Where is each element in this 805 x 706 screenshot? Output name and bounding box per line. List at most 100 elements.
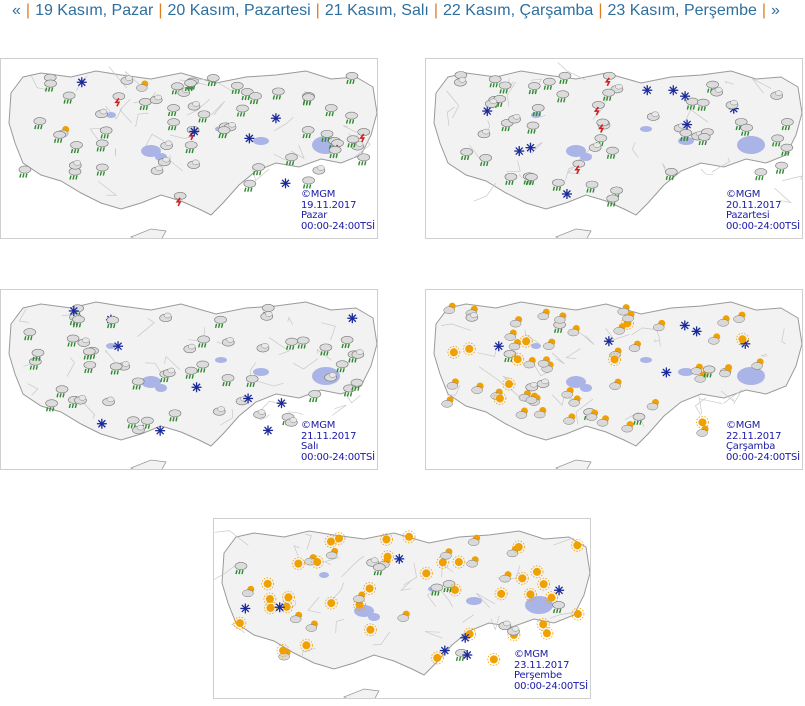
rain-icon [221, 374, 235, 387]
partly-cloudy-icon [441, 396, 454, 408]
snow-icon [243, 393, 254, 404]
separator: | [315, 2, 320, 19]
lake [580, 384, 592, 392]
province-border [565, 348, 581, 360]
province-border [436, 585, 454, 608]
sunny-icon [332, 532, 346, 545]
day-link-21[interactable]: 21 Kasım, Salı [324, 2, 429, 19]
partly-cloudy-icon [690, 363, 703, 375]
snow-icon [270, 113, 281, 124]
partly-cloudy-icon [525, 392, 538, 404]
province-border [287, 411, 303, 415]
hours-text: 00:00-24:00TSİ [726, 220, 800, 232]
rain-icon [324, 104, 338, 117]
snow-icon [244, 133, 255, 144]
rain-icon [272, 87, 285, 100]
province-border [760, 353, 768, 357]
date-text: 23.11.2017 [514, 659, 570, 671]
day-link-23[interactable]: 23 Kasım, Perşembe [607, 2, 757, 19]
province-border [273, 116, 294, 132]
cloudy-icon [150, 165, 164, 175]
partly-cloudy-icon [353, 591, 366, 603]
forecast-map-22[interactable]: ©MGM 22.11.2017 Çarşamba 00:00-24:00TSİ [425, 289, 803, 470]
date-text: 20.11.2017 [726, 199, 782, 211]
lake [106, 343, 116, 349]
snow-icon [191, 382, 202, 393]
rain-icon [217, 126, 231, 139]
rain-icon [301, 126, 315, 139]
sunny-icon [545, 591, 558, 605]
next-link[interactable]: » [771, 2, 780, 19]
province-border [331, 582, 344, 601]
prev-link[interactable]: « [12, 2, 21, 19]
rain-icon [53, 130, 66, 143]
forecast-map-19[interactable]: ©MGM 19.11.2017 Pazar 00:00-24:00TSİ [0, 58, 378, 239]
rain-icon [697, 133, 711, 146]
cloudy-icon [324, 372, 337, 382]
snow-icon [439, 645, 450, 656]
day-link-19[interactable]: 19 Kasım, Pazar [35, 2, 154, 19]
cloudy-icon [312, 165, 326, 175]
rain-icon [96, 163, 109, 176]
copyright-text: ©MGM [726, 189, 761, 200]
province-border [105, 349, 116, 362]
partly-cloudy-icon [563, 413, 576, 425]
rain-icon [45, 399, 58, 412]
separator: | [598, 2, 603, 19]
turkey-map [8, 301, 377, 469]
cloudy-icon [525, 381, 539, 392]
province-border [538, 109, 546, 118]
rain-icon [66, 334, 80, 347]
sunny-icon [523, 588, 537, 601]
separator: | [761, 2, 767, 19]
rain-icon [33, 117, 47, 130]
rain-icon [556, 90, 570, 103]
rain-icon [488, 75, 502, 88]
lake [678, 137, 694, 145]
cyprus-outline [555, 459, 592, 469]
province-border [473, 182, 497, 202]
province-border [27, 383, 39, 396]
sunny-icon [736, 332, 749, 346]
partly-cloudy-icon [733, 311, 746, 323]
forecast-map-23[interactable]: ©MGM 23.11.2017 Perşembe 00:00-24:00TSİ [213, 518, 591, 699]
sunny-icon [530, 565, 544, 579]
cloudy-icon [74, 395, 87, 405]
cloudy-icon [187, 101, 201, 111]
partly-cloudy-icon [443, 302, 456, 314]
province-border [567, 167, 581, 175]
cloudy-icon [260, 311, 274, 321]
rain-icon [602, 88, 615, 101]
province-border [290, 144, 305, 160]
province-border [774, 187, 792, 204]
date-text: 21.11.2017 [301, 430, 357, 442]
cloudy-icon [770, 90, 784, 100]
lake [466, 597, 482, 605]
rain-icon [197, 335, 210, 348]
province-border [698, 395, 703, 414]
partly-cloudy-icon [518, 390, 531, 402]
sunny-icon [452, 555, 466, 569]
sunny-icon [299, 638, 313, 652]
partly-cloudy-icon [537, 308, 550, 321]
rain-icon [197, 110, 211, 123]
province-border [477, 348, 497, 357]
day-link-20[interactable]: 20 Kasım, Pazartesi [167, 2, 311, 19]
forecast-map-21[interactable]: ©MGM 21.11.2017 Salı 00:00-24:00TSİ [0, 289, 378, 470]
province-border [119, 98, 132, 124]
cloudy-icon [454, 77, 467, 87]
date-text: 22.11.2017 [726, 430, 782, 442]
day-link-22[interactable]: 22 Kasım, Çarşamba [443, 2, 594, 19]
lake [531, 343, 541, 349]
lake [368, 613, 380, 621]
rain-icon [526, 121, 540, 134]
lake [141, 145, 161, 157]
forecast-map-20[interactable]: ©MGM 20.11.2017 Pazartesi 00:00-24:00TSİ [425, 58, 803, 239]
province-border [557, 62, 586, 81]
sunny-icon [380, 532, 393, 546]
province-border [507, 160, 521, 172]
sunny-icon [512, 540, 526, 554]
partly-cloudy-icon [523, 357, 536, 369]
province-border [551, 352, 565, 365]
rain-icon [23, 328, 37, 341]
